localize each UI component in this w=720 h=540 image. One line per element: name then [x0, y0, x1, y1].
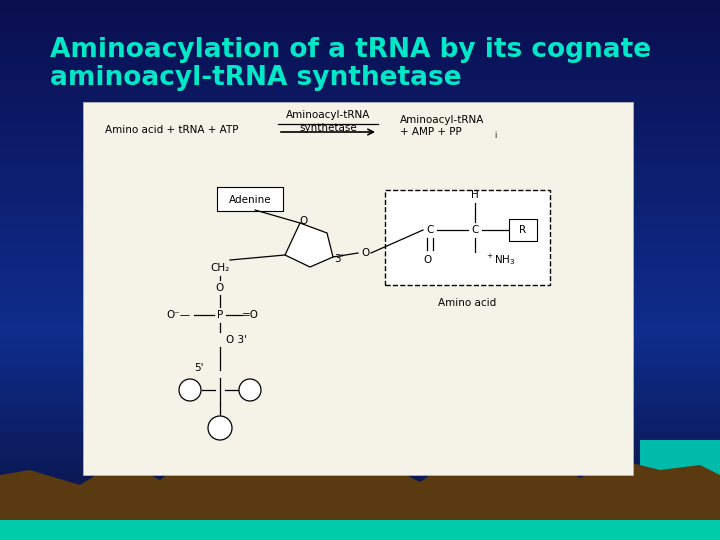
Text: synthetase: synthetase [299, 123, 357, 133]
Text: C: C [472, 225, 479, 235]
Text: =O: =O [241, 310, 258, 320]
Text: Amino acid + tRNA + ATP: Amino acid + tRNA + ATP [105, 125, 238, 135]
Text: Adenine: Adenine [229, 195, 271, 205]
Bar [0, 148, 720, 162]
Text: aminoacyl-tRNA synthetase: aminoacyl-tRNA synthetase [50, 65, 462, 91]
Polygon shape [285, 223, 333, 267]
Bar [0, 122, 720, 135]
Polygon shape [0, 445, 720, 540]
Bar [0, 94, 720, 108]
Bar [0, 513, 720, 526]
Bar [0, 297, 720, 310]
Text: O: O [216, 283, 224, 293]
Bar [0, 418, 720, 432]
Text: O⁻—: O⁻— [166, 310, 190, 320]
Bar [0, 486, 720, 500]
Bar [0, 324, 720, 338]
Text: Aminoacyl-tRNA: Aminoacyl-tRNA [400, 115, 485, 125]
Bar [0, 54, 720, 68]
Text: 5': 5' [194, 363, 204, 373]
Bar [0, 216, 720, 229]
Text: Amino acid: Amino acid [438, 298, 497, 308]
Bar [0, 40, 720, 54]
Bar [0, 338, 720, 351]
Text: 3': 3' [334, 254, 343, 264]
Bar [509, 219, 537, 241]
Circle shape [208, 416, 232, 440]
Text: CH₂: CH₂ [210, 263, 230, 273]
Text: O: O [423, 255, 431, 265]
FancyBboxPatch shape [217, 187, 283, 211]
Bar [0, 500, 720, 513]
Bar [640, 440, 720, 540]
Bar [0, 351, 720, 364]
Bar [83, 102, 633, 475]
Bar [0, 68, 720, 81]
Text: Aminoacylation of a tRNA by its cognate: Aminoacylation of a tRNA by its cognate [50, 37, 651, 63]
Bar [0, 284, 720, 297]
Bar [0, 432, 720, 445]
Bar [0, 520, 720, 540]
Text: R: R [519, 225, 526, 235]
Bar [0, 108, 720, 122]
Bar [0, 135, 720, 148]
Bar [385, 190, 550, 285]
Text: + AMP + PP: + AMP + PP [400, 127, 462, 137]
Text: O: O [361, 248, 369, 258]
Bar [0, 405, 720, 418]
Bar [0, 472, 720, 486]
Circle shape [179, 379, 201, 401]
Bar [0, 176, 720, 189]
Bar [0, 392, 720, 405]
Bar [0, 378, 720, 392]
Text: O 3': O 3' [226, 335, 247, 345]
Bar [0, 310, 720, 324]
Bar [0, 162, 720, 176]
Bar [0, 27, 720, 40]
Text: Aminoacyl-tRNA: Aminoacyl-tRNA [286, 110, 370, 120]
Bar [0, 270, 720, 284]
Text: i: i [494, 132, 496, 140]
Circle shape [239, 379, 261, 401]
Bar [0, 14, 720, 27]
Text: P: P [217, 310, 223, 320]
Bar [0, 459, 720, 472]
Bar [0, 364, 720, 378]
Text: O: O [299, 216, 307, 226]
Bar [0, 526, 720, 540]
Bar [0, 256, 720, 270]
Bar [0, 81, 720, 94]
Bar [0, 446, 720, 459]
Bar [0, 0, 720, 14]
Bar [0, 202, 720, 216]
Text: H: H [471, 190, 479, 200]
Bar [0, 243, 720, 256]
Bar [0, 230, 720, 243]
Text: C: C [426, 225, 433, 235]
Text: $^+$NH$_3$: $^+$NH$_3$ [485, 253, 516, 267]
Bar [0, 189, 720, 202]
